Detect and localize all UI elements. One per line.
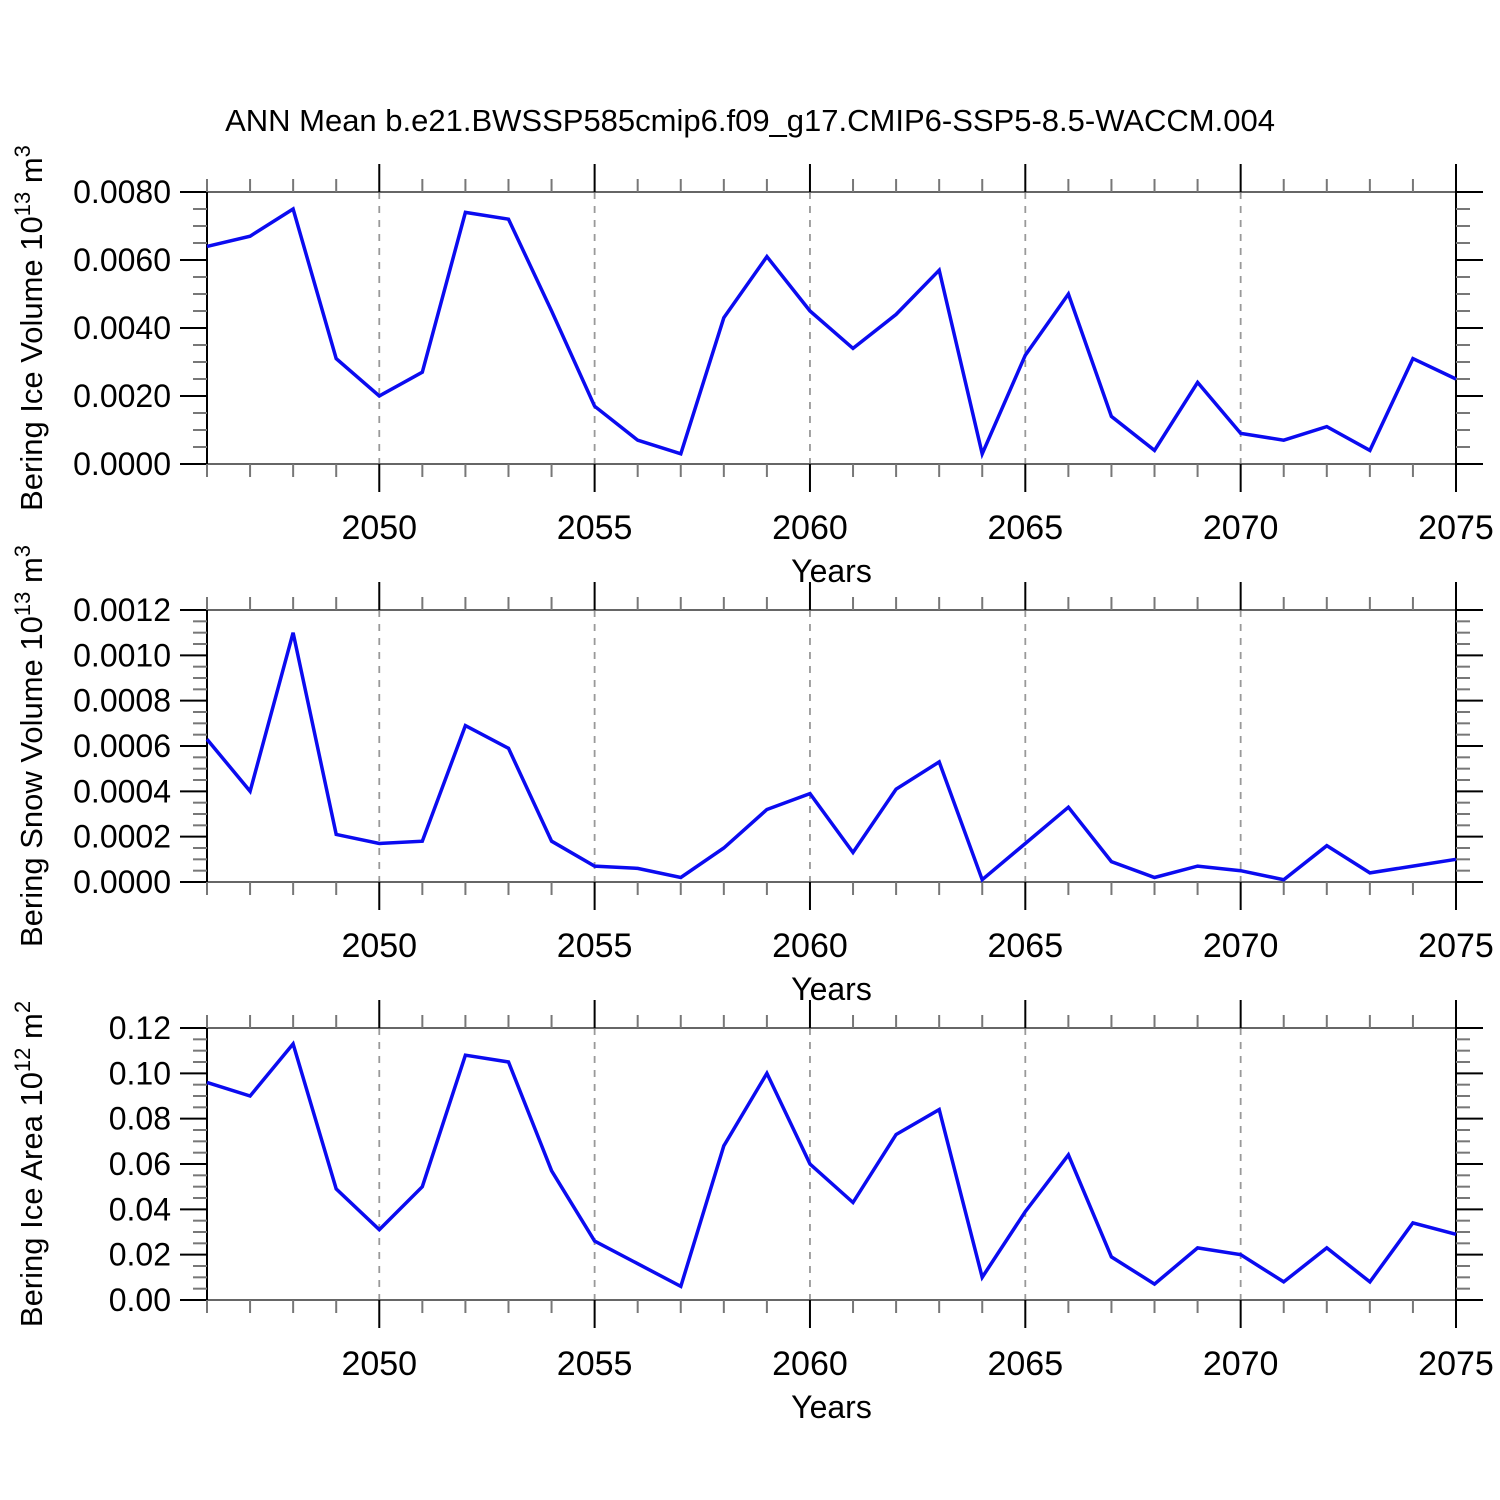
x-tick-label: 2065 bbox=[987, 1345, 1063, 1383]
y-axis: 0.00 0.02 0.04 0.06 0.08 0.10 0.12 bbox=[109, 1010, 1483, 1318]
y-axis-title: Bering Ice Area 1012 m2 bbox=[10, 1001, 49, 1327]
y-axis-title: Bering Snow Volume 1013 m3 bbox=[10, 545, 49, 947]
y-tick-label: 0.0020 bbox=[73, 378, 171, 414]
y-tick-label: 0.0010 bbox=[73, 637, 171, 673]
x-axis: 2050 2055 2060 2065 2070 2075 Years bbox=[206, 164, 1494, 589]
x-axis-label-years: Years bbox=[791, 1389, 872, 1425]
y-tick-label: 0.0000 bbox=[73, 864, 171, 900]
y-tick-label: 0.12 bbox=[109, 1010, 171, 1046]
y-tick-label: 0.0080 bbox=[73, 174, 171, 210]
x-axis-label-years: Years bbox=[791, 971, 872, 1007]
x-tick-label: 2065 bbox=[987, 927, 1063, 965]
chart-title: ANN Mean b.e21.BWSSP585cmip6.f09_g17.CMI… bbox=[225, 103, 1275, 138]
y-tick-label: 0.00 bbox=[109, 1282, 171, 1318]
y-tick-label: 0.0006 bbox=[73, 728, 171, 764]
x-tick-label: 2075 bbox=[1418, 927, 1494, 965]
y-tick-label: 0.0000 bbox=[73, 446, 171, 482]
gridlines bbox=[378, 192, 1242, 464]
x-tick-label: 2070 bbox=[1203, 1345, 1279, 1383]
y-tick-label: 0.0002 bbox=[73, 819, 171, 855]
y-axis: 0.0000 0.0002 0.0004 0.0006 0.0008 0.0010 0.00… bbox=[73, 592, 1483, 900]
data-line-bering-snow-volume bbox=[205, 632, 1457, 883]
y-tick-label: 0.10 bbox=[109, 1055, 171, 1091]
x-axis: 2050 2055 2060 2065 2070 2075 Years bbox=[206, 582, 1494, 1007]
y-tick-label: 0.08 bbox=[109, 1101, 171, 1137]
x-tick-label: 2070 bbox=[1203, 509, 1279, 547]
y-tick-label: 0.0012 bbox=[73, 592, 171, 628]
x-axis: 2050 2055 2060 2065 2070 2075 Years bbox=[206, 1000, 1494, 1425]
plot-frame bbox=[206, 1027, 1457, 1301]
x-axis-label-years: Years bbox=[791, 553, 872, 589]
data-line-bering-ice-area bbox=[206, 1040, 1457, 1289]
y-tick-label: 0.06 bbox=[109, 1146, 171, 1182]
y-axis: 0.0000 0.0020 0.0040 0.0060 0.0080 bbox=[73, 174, 1483, 482]
panel-bering-ice-area: 0.00 0.02 0.04 0.06 0.08 0.10 0.12 2050 2055 2060… bbox=[10, 1000, 1494, 1425]
data-line-bering-ice-volume bbox=[206, 206, 1457, 460]
y-tick-label: 0.0008 bbox=[73, 683, 171, 719]
y-tick-label: 0.0040 bbox=[73, 310, 171, 346]
y-tick-label: 0.04 bbox=[109, 1191, 171, 1227]
x-tick-label: 2075 bbox=[1418, 509, 1494, 547]
x-tick-label: 2055 bbox=[557, 927, 633, 965]
x-tick-label: 2060 bbox=[772, 927, 848, 965]
x-tick-label: 2050 bbox=[341, 927, 417, 965]
gridlines bbox=[378, 610, 1242, 882]
y-tick-label: 0.0004 bbox=[73, 773, 171, 809]
x-tick-label: 2050 bbox=[341, 1345, 417, 1383]
x-tick-label: 2060 bbox=[772, 509, 848, 547]
x-tick-label: 2065 bbox=[987, 509, 1063, 547]
y-axis-title: Bering Ice Volume 1013 m3 bbox=[10, 145, 49, 511]
y-tick-label: 0.02 bbox=[109, 1237, 171, 1273]
x-tick-label: 2055 bbox=[557, 509, 633, 547]
y-tick-label: 0.0060 bbox=[73, 242, 171, 278]
x-tick-label: 2075 bbox=[1418, 1345, 1494, 1383]
x-tick-label: 2055 bbox=[557, 1345, 633, 1383]
x-tick-label: 2060 bbox=[772, 1345, 848, 1383]
panel-bering-snow-volume: 0.0000 0.0002 0.0004 0.0006 0.0008 0.0010 0.00… bbox=[10, 545, 1494, 1007]
x-tick-label: 2050 bbox=[341, 509, 417, 547]
x-tick-label: 2070 bbox=[1203, 927, 1279, 965]
